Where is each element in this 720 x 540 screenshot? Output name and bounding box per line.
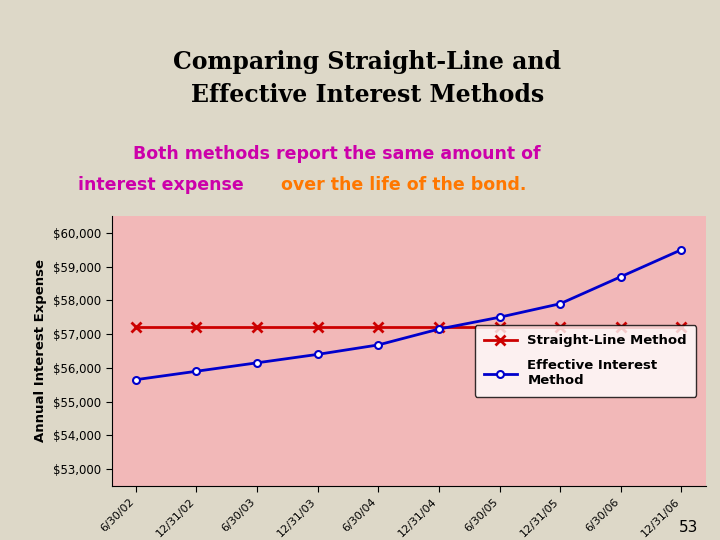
Effective Interest
Method — [616, 273, 625, 280]
Straight-Line Method — [192, 324, 201, 330]
Effective Interest
Method — [192, 368, 201, 374]
Line: Effective Interest
Method: Effective Interest Method — [132, 246, 685, 383]
Effective Interest
Method — [556, 300, 564, 307]
Straight-Line Method — [374, 324, 382, 330]
Straight-Line Method — [253, 324, 261, 330]
Effective Interest
Method — [313, 351, 322, 357]
Straight-Line Method — [616, 324, 625, 330]
Effective Interest
Method — [132, 376, 140, 383]
Y-axis label: Annual Interest Expense: Annual Interest Expense — [35, 260, 48, 442]
Straight-Line Method — [435, 324, 444, 330]
Straight-Line Method — [495, 324, 504, 330]
Text: interest expense: interest expense — [78, 176, 250, 194]
Straight-Line Method — [313, 324, 322, 330]
Text: 53: 53 — [679, 519, 698, 535]
Straight-Line Method — [556, 324, 564, 330]
Effective Interest
Method — [495, 314, 504, 320]
Legend: Straight-Line Method, Effective Interest
Method: Straight-Line Method, Effective Interest… — [474, 325, 696, 396]
Text: Comparing Straight-Line and
Effective Interest Methods: Comparing Straight-Line and Effective In… — [174, 50, 561, 107]
Text: Both methods report the same amount of: Both methods report the same amount of — [132, 145, 541, 163]
Effective Interest
Method — [253, 360, 261, 366]
Line: Straight-Line Method: Straight-Line Method — [131, 322, 686, 332]
Effective Interest
Method — [677, 246, 685, 253]
Effective Interest
Method — [374, 342, 382, 348]
Effective Interest
Method — [435, 326, 444, 332]
Straight-Line Method — [132, 324, 140, 330]
Straight-Line Method — [677, 324, 685, 330]
Text: over the life of the bond.: over the life of the bond. — [282, 176, 526, 194]
